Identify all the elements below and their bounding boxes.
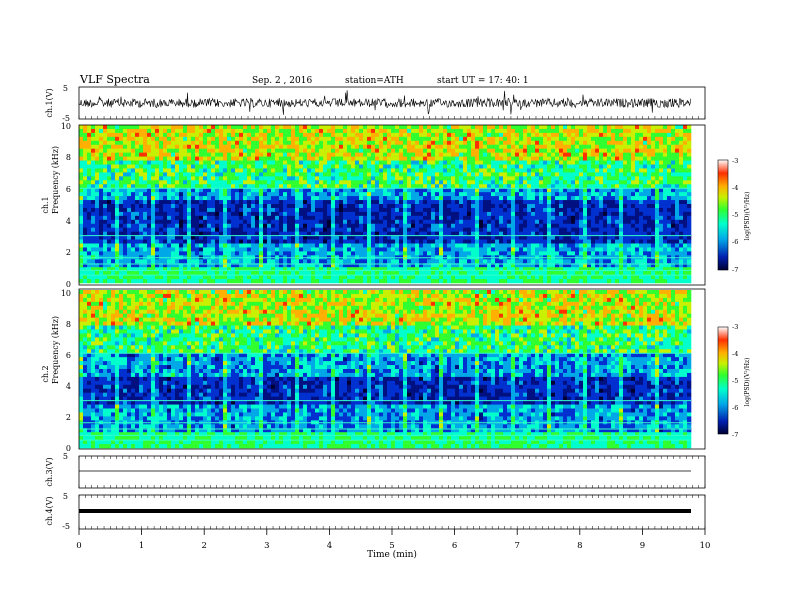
spec1-ytick-6: 6 [66,185,71,194]
spec1-ylabel: Frequency (kHz) [51,146,60,214]
x-tick-label: 7 [514,541,519,551]
cb2-tick-m6: -6 [732,404,738,412]
ch4-trace-panel: 5 -5 ch.4(V) [45,492,706,531]
cb1-tick-m7: -7 [732,266,738,274]
spec2-channel-label: ch.2 [41,365,50,382]
start-time-label: start UT = 17: 40: 1 [437,76,529,86]
spec2-ytick-8: 8 [66,320,71,329]
spec1-ytick-4: 4 [66,217,71,226]
cb1-tick-m6: -6 [732,238,738,246]
ch2-spectrogram-panel: 10 8 6 4 2 0 ch.2 Frequency (kHz) [41,288,706,453]
spec1-ytick-0: 0 [66,280,71,289]
cb2-label: log(PSD)(V²/Hz) [744,358,751,407]
x-tick-label: 3 [264,541,269,551]
cb2-tick-m5: -5 [732,377,738,385]
spec1-channel-label: ch.1 [41,196,50,213]
cb1-tick-m3: -3 [732,157,738,165]
cb2-tick-m4: -4 [732,350,738,358]
ch1-ytick-top: 5 [63,84,68,93]
ch1-trace-panel: 5 -5 ch.1(V) [45,84,706,123]
cb1-tick-m4: -4 [732,184,738,192]
ch2-spectrogram-cells [79,290,692,449]
x-tick-label: 8 [577,541,582,551]
ch3-ylabel: ch.3(V) [45,457,54,486]
cb2-tick-m7: -7 [732,431,738,439]
cb1-label: log(PSD)(V²/Hz) [744,192,751,241]
x-tick-label: 0 [76,541,81,551]
ch1-spectrogram-cells [79,125,692,284]
spec2-ytick-6: 6 [66,351,71,360]
time-axis: 0 1 2 3 4 5 6 7 8 9 10 [76,116,710,551]
ch3-trace-panel: 5 ch.3(V) [45,452,706,489]
ch1-trace-line [78,90,692,115]
ch4-ytick-top: 5 [63,492,68,501]
time-axis-label: Time (min) [367,549,417,560]
x-tick-label: 1 [139,541,144,551]
x-tick-label: 10 [700,541,711,551]
cb1-tick-m5: -5 [732,211,738,219]
x-tick-label: 4 [327,541,332,551]
station-label: station=ATH [345,76,404,86]
spec2-ylabel: Frequency (kHz) [51,316,60,384]
spec2-ytick-2: 2 [66,413,71,422]
date-label: Sep. 2 , 2016 [252,76,312,86]
ch1-trace [78,90,692,115]
x-tick-label: 6 [452,541,457,551]
cb2-tick-m3: -3 [732,323,738,331]
spec2-ytick-0: 0 [66,444,71,453]
ch1-colorbar: -3 -4 -5 -6 -7 log(PSD)(V²/Hz) [717,157,751,274]
spec1-ytick-8: 8 [66,153,71,162]
spec2-ytick-4: 4 [66,382,71,391]
ch3-ytick-top: 5 [63,452,68,461]
ch2-colorbar: -3 -4 -5 -6 -7 log(PSD)(V²/Hz) [717,323,751,439]
ch1-ylabel: ch.1(V) [45,88,54,117]
ch4-ylabel: ch.4(V) [45,496,54,525]
ch1-ytick-bottom: -5 [62,114,70,123]
figure-title: VLF Spectra [79,73,150,86]
spec2-ytick-10: 10 [61,289,71,298]
ch1-spectrogram-panel: 10 8 6 4 2 0 ch.1 Frequency (kHz) [41,122,706,289]
x-tick-label: 2 [201,541,206,551]
spec1-ytick-2: 2 [66,248,71,257]
x-tick-label: 5 [389,541,394,551]
ch4-ytick-bottom: -5 [62,522,70,531]
spec1-ytick-10: 10 [61,122,71,131]
x-tick-label: 9 [640,541,645,551]
